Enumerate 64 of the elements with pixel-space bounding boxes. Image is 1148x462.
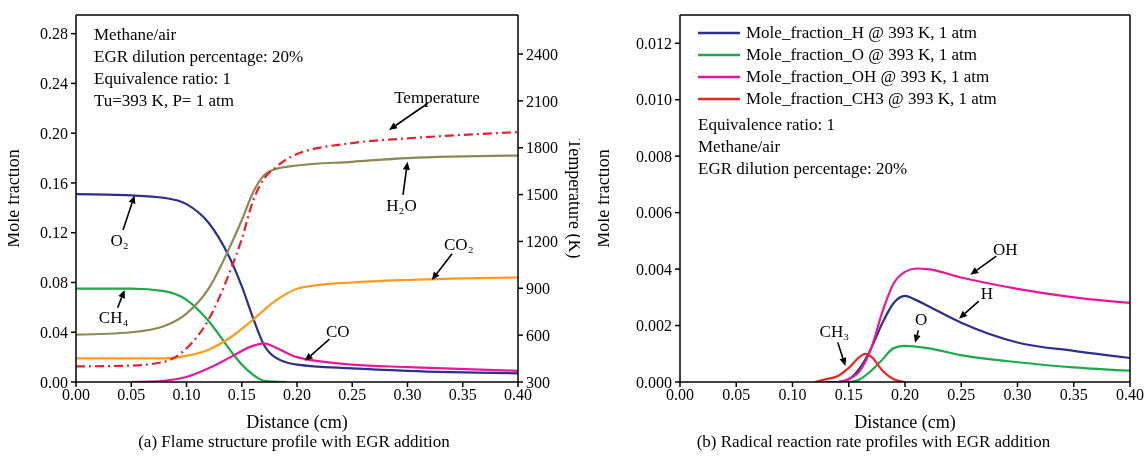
x-tick-label: 0.40 xyxy=(1116,386,1144,404)
y-tick-label: 0.12 xyxy=(40,224,68,242)
x-tick-label: 0.25 xyxy=(338,386,367,404)
legend-label: Mole_fraction_O @ 393 K, 1 atm xyxy=(746,44,977,66)
x-axis-title: Distance (cm) xyxy=(854,412,956,433)
y-tick-label: 0.004 xyxy=(636,260,672,278)
y-tick-label: 0.20 xyxy=(40,124,68,142)
x-tick-label: 0.20 xyxy=(891,386,919,404)
legend-label: Mole_fraction_H @ 393 K, 1 atm xyxy=(746,22,977,44)
annotation: CH₄ xyxy=(98,308,129,328)
annotation: H₂O xyxy=(386,196,417,216)
annotation: Equivalence ratio: 1 xyxy=(698,114,836,136)
y-tick-label: 0.008 xyxy=(636,147,672,165)
legend-label: Mole_fraction_OH @ 393 K, 1 atm xyxy=(746,66,990,88)
annotation: EGR dilution percentage: 20% xyxy=(698,158,908,180)
annotation: Temperature xyxy=(394,87,480,107)
y-tick-label: 0.24 xyxy=(40,75,68,93)
text: (a) Flame structure profile with EGR addition xyxy=(137,432,451,452)
annotation: Tu=393 K, P= 1 atm xyxy=(94,90,235,112)
line-series xyxy=(76,193,518,375)
x-tick-label: 0.05 xyxy=(117,386,146,404)
x-tick-label: 0.10 xyxy=(172,386,201,404)
y-tick-label: 0.010 xyxy=(636,91,672,109)
x-tick-label: 0.15 xyxy=(834,386,863,404)
y-tick-label: 0.006 xyxy=(636,204,672,222)
annotation: Methane/air xyxy=(698,136,782,158)
y2-tick-label: 600 xyxy=(526,326,550,344)
line-series xyxy=(76,154,518,336)
annotation: CH₃ xyxy=(819,322,850,342)
y-tick-label: 0.08 xyxy=(40,274,68,292)
x-axis-title: Distance (cm) xyxy=(246,412,348,433)
annotation: Equivalence ratio: 1 xyxy=(94,68,232,90)
text: (b) Radical reaction rate profiles with EGR addition xyxy=(695,432,1052,452)
x-tick-label: 0.10 xyxy=(778,386,807,404)
y-tick-label: 0.28 xyxy=(40,25,68,43)
annotation: O₂ xyxy=(110,230,129,250)
x-tick-label: 0.25 xyxy=(947,386,976,404)
y2-tick-label: 2100 xyxy=(526,92,558,110)
x-tick-label: 0.35 xyxy=(1059,386,1088,404)
line-series xyxy=(76,131,518,368)
x-tick-label: 0.05 xyxy=(722,386,751,404)
y-tick-label: 0.012 xyxy=(636,34,672,52)
y-tick-label: 0.04 xyxy=(40,323,68,341)
y-tick-label: 0.16 xyxy=(40,174,68,192)
annotation: O xyxy=(914,310,928,330)
x-tick-label: 0.20 xyxy=(283,386,311,404)
x-tick-label: 0.30 xyxy=(393,386,422,404)
x-tick-label: 0.15 xyxy=(227,386,256,404)
annotation: H xyxy=(980,284,994,304)
legend-label: Mole_fraction_CH3 @ 393 K, 1 atm xyxy=(746,88,997,110)
annotation: CO xyxy=(325,322,350,342)
y2-tick-label: 1500 xyxy=(526,186,558,204)
y2-tick-label: 900 xyxy=(526,279,550,297)
annotation: EGR dilution percentage: 20% xyxy=(94,46,304,68)
y2-tick-label: 2400 xyxy=(526,45,558,63)
annotation: Methane/air xyxy=(94,24,178,46)
x-tick-label: 0.30 xyxy=(1003,386,1032,404)
annotation: CO₂ xyxy=(444,235,474,255)
annotation: OH xyxy=(992,240,1018,260)
line-series xyxy=(76,276,518,360)
y2-tick-label: 1200 xyxy=(526,233,558,251)
y2-tick-label: 1800 xyxy=(526,139,558,157)
x-tick-label: 0.35 xyxy=(448,386,477,404)
y-tick-label: 0.002 xyxy=(636,317,672,335)
